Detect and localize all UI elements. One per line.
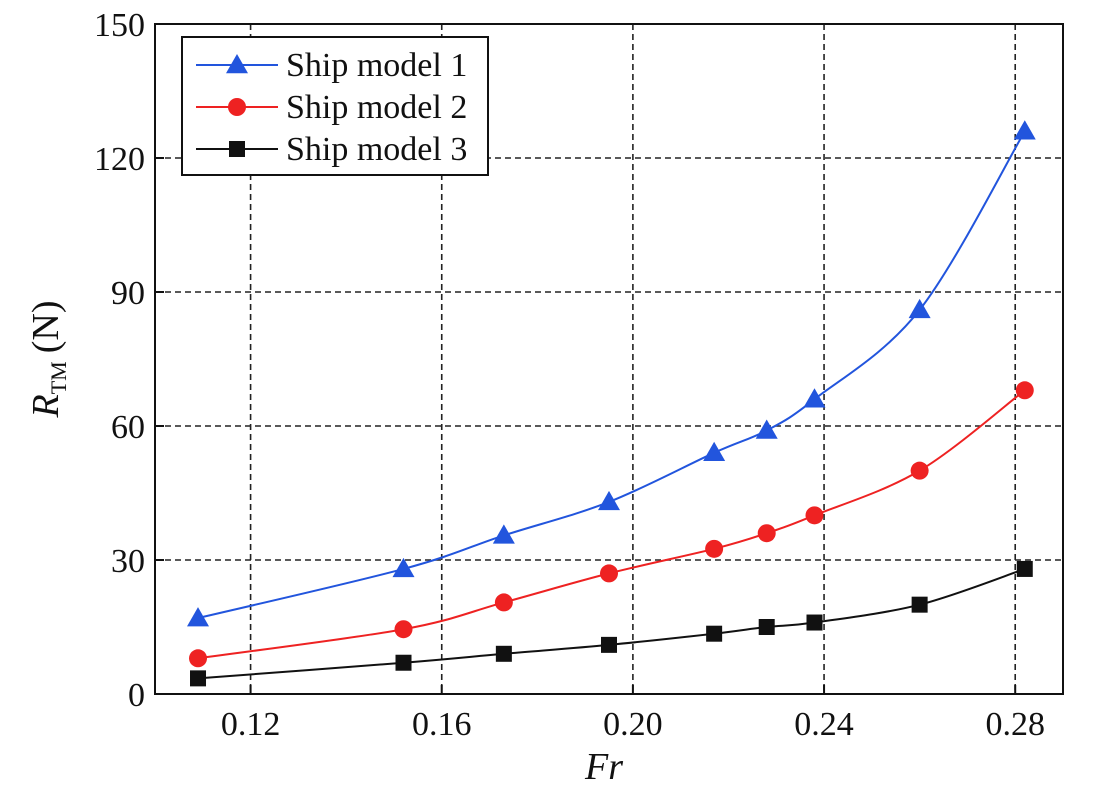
data-point xyxy=(803,388,826,408)
y-tick-label: 0 xyxy=(128,677,145,714)
data-point xyxy=(492,524,515,544)
data-point xyxy=(908,298,931,319)
legend-label: Ship model 3 xyxy=(286,131,467,168)
legend-marker xyxy=(226,54,248,74)
data-point xyxy=(806,614,823,631)
data-point xyxy=(758,619,775,635)
data-point xyxy=(706,625,723,642)
x-tick-label: 0.12 xyxy=(221,706,281,743)
data-point xyxy=(757,524,776,543)
legend-marker xyxy=(228,98,246,116)
axis-ticks: 0.12 0.16 0.20 0.24 0.28 0 30 60 90 120 150 xyxy=(94,7,1045,743)
data-point xyxy=(755,419,778,439)
legend: Ship model 1 Ship model 2 Ship model 3 xyxy=(181,36,489,176)
data-point xyxy=(394,620,413,639)
data-point xyxy=(1016,560,1033,577)
y-tick-label: 60 xyxy=(111,409,145,446)
y-tick-label: 90 xyxy=(111,275,145,312)
series-1 xyxy=(187,120,1036,627)
series-line xyxy=(197,567,1026,680)
x-tick-label: 0.16 xyxy=(412,706,472,743)
y-axis-label: RTM (N) xyxy=(25,301,71,419)
data-point xyxy=(601,636,617,653)
data-point xyxy=(494,593,513,612)
data-point xyxy=(187,607,210,627)
y-axis-label-subscript: TM xyxy=(46,361,71,394)
data-point xyxy=(190,670,207,687)
series-3 xyxy=(190,560,1033,687)
x-tick-label: 0.24 xyxy=(794,706,854,743)
data-point xyxy=(910,461,929,480)
data-point xyxy=(495,645,512,662)
data-point xyxy=(1015,381,1034,400)
data-point xyxy=(1013,120,1036,140)
data-point xyxy=(703,441,726,462)
data-point xyxy=(189,649,208,668)
legend-label: Ship model 1 xyxy=(286,47,467,84)
series-layer xyxy=(187,120,1036,687)
y-axis-label-unit: (N) xyxy=(25,301,67,354)
x-tick-label: 0.20 xyxy=(603,706,663,743)
y-tick-label: 150 xyxy=(94,7,145,44)
data-point xyxy=(600,564,618,583)
plot-area-frame xyxy=(154,23,1064,695)
y-axis-label-main: R xyxy=(25,394,67,418)
data-point xyxy=(911,596,928,613)
data-point xyxy=(395,654,412,671)
data-point xyxy=(598,490,620,511)
series-line xyxy=(197,389,1026,660)
series-2 xyxy=(189,381,1034,668)
y-tick-label: 30 xyxy=(111,543,145,580)
legend-marker xyxy=(229,141,245,157)
data-point xyxy=(805,506,824,525)
x-tick-label: 0.28 xyxy=(985,706,1045,743)
data-point xyxy=(705,539,724,558)
series-line xyxy=(197,130,1026,620)
y-tick-label: 120 xyxy=(94,141,145,178)
legend-label: Ship model 2 xyxy=(286,89,467,126)
data-point xyxy=(392,557,415,578)
x-axis-label: Fr xyxy=(584,746,623,788)
